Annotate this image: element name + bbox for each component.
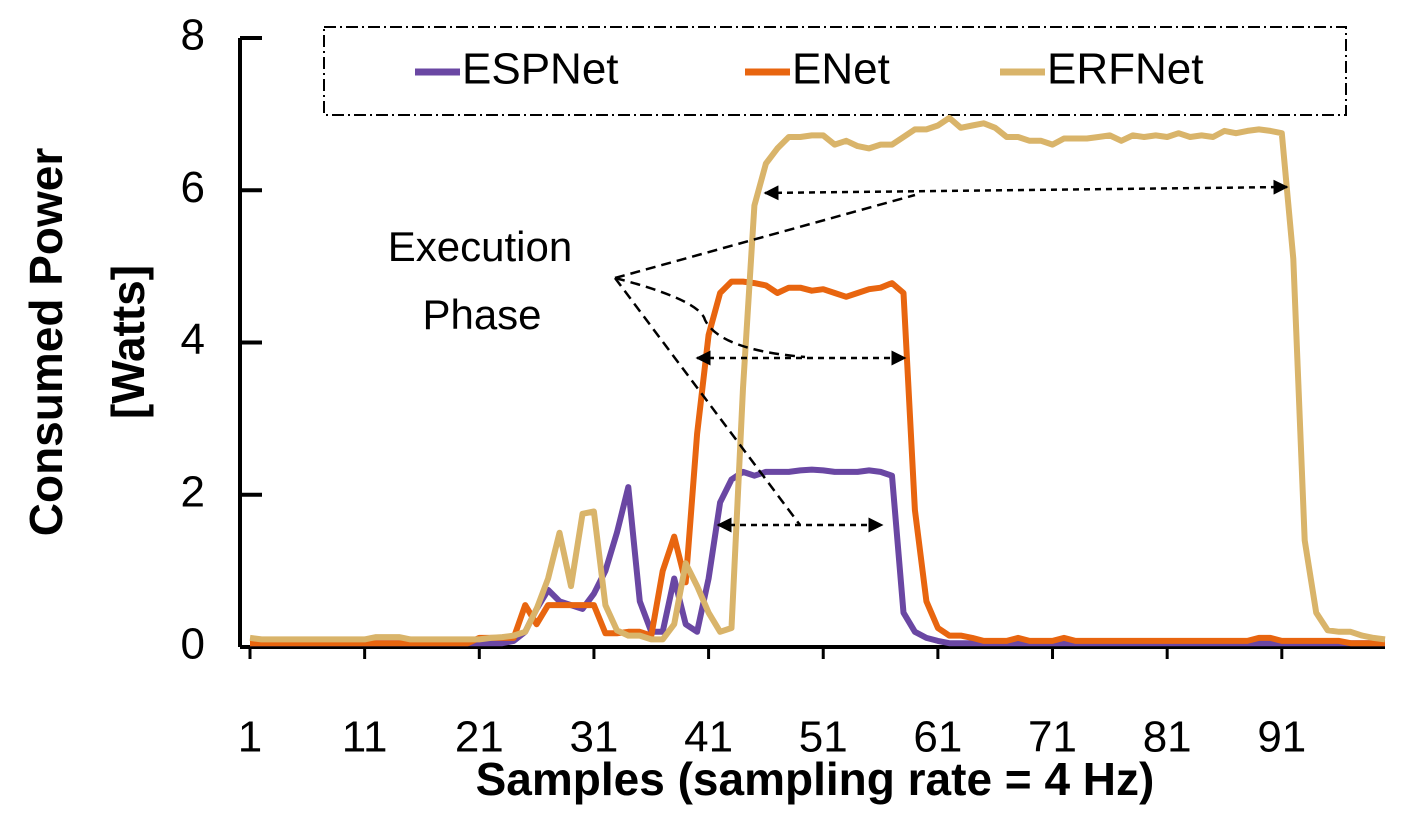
- data-line: [250, 466, 1385, 647]
- data-line: [249, 114, 1386, 643]
- y-tick-label: 2: [181, 467, 205, 516]
- x-tick-label: 41: [684, 713, 733, 762]
- span-arrow: [763, 179, 1289, 201]
- pointer: [613, 277, 802, 526]
- x-tick-label: 31: [569, 713, 618, 762]
- annotation: Execution: [388, 223, 572, 270]
- x-tick-label: 21: [455, 713, 504, 762]
- annotation: Phase: [422, 291, 541, 338]
- annotation-arrows: [613, 179, 1289, 533]
- y-axis-label: Consumed Power: [20, 148, 72, 537]
- x-axis-label: Samples (sampling rate = 4 Hz): [476, 753, 1155, 805]
- y-tick-label: 0: [181, 620, 205, 669]
- x-tick-label: 11: [342, 713, 388, 762]
- y-tick-label: 6: [181, 163, 205, 212]
- data-line: [250, 278, 1385, 647]
- x-tick-label: 71: [1028, 713, 1077, 762]
- x-tick-label: 1: [238, 713, 262, 762]
- legend-box: [323, 26, 1347, 116]
- legend-label: ESPNet: [462, 45, 619, 94]
- y-axis-label: [Watts]: [102, 265, 154, 419]
- x-tick-label: 91: [1257, 713, 1306, 762]
- legend-label: ERFNet: [1047, 45, 1203, 94]
- legend-label: ENet: [792, 45, 890, 94]
- y-tick-label: 4: [181, 315, 205, 364]
- pointer: [614, 193, 916, 280]
- x-tick-label: 51: [799, 713, 848, 762]
- x-tick-label: 61: [913, 713, 962, 762]
- x-tick-label: 81: [1143, 713, 1192, 762]
- y-tick-label: 8: [181, 11, 205, 60]
